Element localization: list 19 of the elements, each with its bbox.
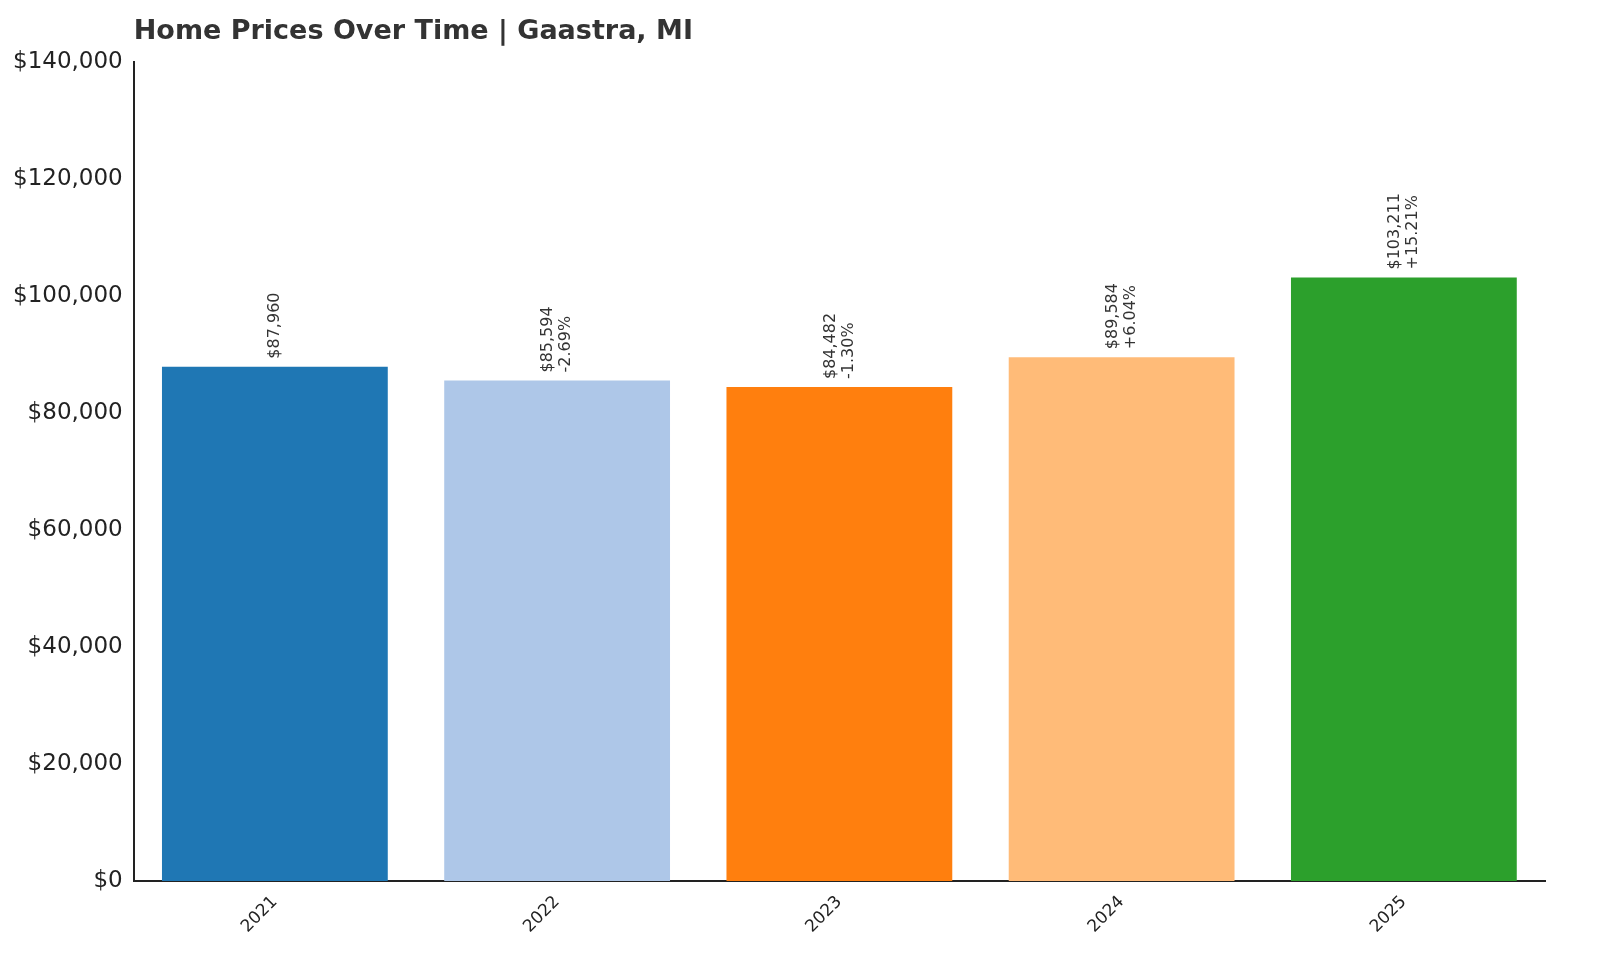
bar (444, 380, 671, 881)
y-tick-label: $40,000 (27, 632, 123, 659)
y-tick-label: $80,000 (27, 398, 123, 425)
bar (1290, 277, 1517, 881)
y-tick-label: $20,000 (27, 749, 123, 776)
y-tick-label: $0 (93, 865, 123, 892)
data-label: $84,482 -1.30% (819, 312, 857, 380)
data-label: $89,584 +6.04% (1101, 283, 1139, 350)
data-label: $103,211 +15.21% (1384, 193, 1422, 270)
bar (1008, 357, 1235, 881)
y-tick-label: $100,000 (12, 281, 123, 308)
y-tick-label: $120,000 (12, 164, 123, 191)
y-tick-label: $60,000 (27, 515, 123, 542)
data-label: $87,960 (264, 292, 284, 359)
bar (726, 387, 953, 881)
data-label: $85,594 -2.69% (537, 306, 575, 373)
chart-title: Home Prices Over Time | Gaastra, MI (133, 14, 693, 47)
bar (161, 366, 388, 881)
y-tick-label: $140,000 (12, 47, 123, 74)
